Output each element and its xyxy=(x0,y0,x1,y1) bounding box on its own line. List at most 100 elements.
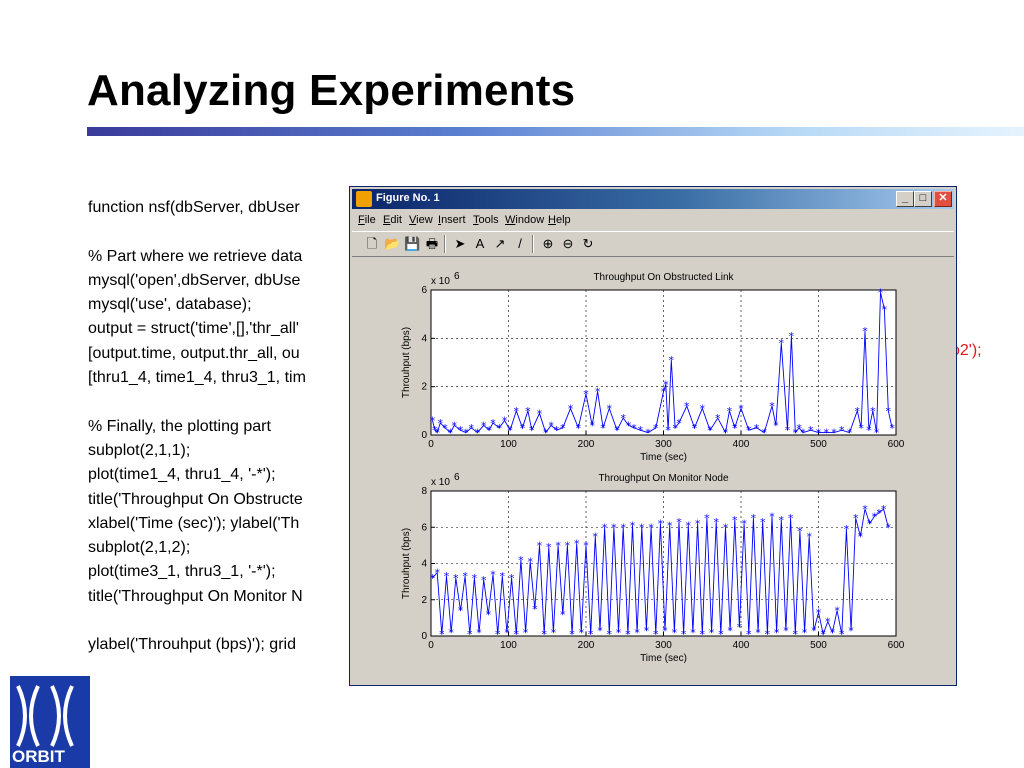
y-tick-label: 2 xyxy=(421,382,427,393)
data-point-marker: * xyxy=(565,539,571,552)
data-point-marker: * xyxy=(525,405,531,418)
data-point-marker: * xyxy=(653,422,659,435)
data-point-marker: * xyxy=(727,625,733,638)
data-point-marker: * xyxy=(490,568,496,581)
insert-line-icon[interactable]: / xyxy=(518,236,522,251)
data-point-marker: * xyxy=(462,570,468,583)
menu-view[interactable]: View xyxy=(409,214,433,226)
save-icon[interactable]: 💾 xyxy=(404,236,421,251)
data-point-marker: * xyxy=(793,628,799,641)
data-point-marker: * xyxy=(755,626,761,639)
data-point-marker: * xyxy=(718,628,724,641)
data-point-marker: * xyxy=(611,521,617,534)
menu-window[interactable]: Window xyxy=(505,214,544,226)
x-tick-label: 100 xyxy=(500,640,517,651)
data-point-marker: * xyxy=(532,603,538,616)
data-point-marker: * xyxy=(430,572,436,585)
rotate-icon[interactable]: ↻ xyxy=(582,236,594,251)
data-point-marker: * xyxy=(448,427,454,440)
figure-titlebar[interactable]: Figure No. 1 _ □ ✕ xyxy=(352,189,954,209)
x-tick-label: 200 xyxy=(578,439,595,450)
zoom-out-icon[interactable]: ⊖ xyxy=(562,236,574,251)
minimize-button[interactable]: _ xyxy=(896,191,914,207)
data-point-marker: * xyxy=(653,628,659,641)
data-point-marker: * xyxy=(800,427,806,440)
matlab-figure-icon xyxy=(356,191,372,207)
data-point-marker: * xyxy=(554,424,560,437)
figure-title: Figure No. 1 xyxy=(376,192,440,204)
title-rule xyxy=(87,127,1024,136)
x-tick-label: 600 xyxy=(888,640,905,651)
data-point-marker: * xyxy=(523,626,529,639)
data-point-marker: * xyxy=(796,422,802,435)
y-tick-label: 0 xyxy=(421,430,427,441)
data-point-marker: * xyxy=(537,539,543,552)
data-point-marker: * xyxy=(867,518,873,531)
data-point-marker: * xyxy=(453,572,459,585)
menu-help[interactable]: Help xyxy=(548,214,571,226)
data-point-marker: * xyxy=(444,570,450,583)
print-icon[interactable]: 🖶 xyxy=(425,236,439,251)
code-line: title('Throughput On Monitor N xyxy=(88,587,303,605)
data-point-marker: * xyxy=(504,626,510,639)
maximize-button[interactable]: □ xyxy=(914,191,932,207)
x-tick-label: 400 xyxy=(733,439,750,450)
data-point-marker: * xyxy=(548,419,554,432)
data-point-marker: * xyxy=(797,525,803,538)
data-point-marker: * xyxy=(858,530,864,543)
data-point-marker: * xyxy=(574,538,580,551)
data-point-marker: * xyxy=(631,422,637,435)
menu-mnemonic: V xyxy=(409,214,417,226)
data-point-marker: * xyxy=(434,427,440,440)
data-point-marker: * xyxy=(692,422,698,435)
data-point-marker: * xyxy=(862,325,868,338)
data-point-marker: * xyxy=(690,626,696,639)
data-point-marker: * xyxy=(639,521,645,534)
menu-insert[interactable]: Insert xyxy=(438,214,466,226)
menu-tools[interactable]: Tools xyxy=(473,214,499,226)
new-figure-icon[interactable]: 🗋 xyxy=(366,236,378,251)
y-tick-label: 4 xyxy=(421,333,427,344)
menu-edit[interactable]: Edit xyxy=(383,214,402,226)
data-point-marker: * xyxy=(855,405,861,418)
data-point-marker: * xyxy=(648,521,654,534)
data-point-marker: * xyxy=(788,512,794,525)
data-point-marker: * xyxy=(751,512,757,525)
menu-file[interactable]: File xyxy=(358,214,376,226)
data-point-marker: * xyxy=(481,419,487,432)
code-line: [thru1_4, time1_4, thru3_1, tim xyxy=(88,369,306,387)
code-line: xlabel('Time (sec)'); ylabel('Th xyxy=(88,514,300,532)
data-point-marker: * xyxy=(588,628,594,641)
code-line: subplot(2,1,2); xyxy=(88,539,191,557)
code-line: % Finally, the plotting part xyxy=(88,417,271,435)
insert-text-icon[interactable]: A xyxy=(475,236,485,251)
data-point-marker: * xyxy=(579,626,585,639)
orbit-logo: ORBIT xyxy=(10,676,90,768)
data-point-marker: * xyxy=(811,625,817,638)
select-arrow-icon[interactable]: ➤ xyxy=(454,236,466,251)
data-point-marker: * xyxy=(607,402,613,415)
data-point-marker: * xyxy=(661,386,667,399)
data-point-marker: * xyxy=(700,628,706,641)
menu-mnemonic: W xyxy=(505,214,516,226)
data-point-marker: * xyxy=(862,503,868,516)
data-point-marker: * xyxy=(620,412,626,425)
data-point-marker: * xyxy=(738,402,744,415)
insert-arrow-icon[interactable]: ↗ xyxy=(494,236,506,251)
menu-label: elp xyxy=(555,214,571,226)
y-tick-label: 4 xyxy=(421,559,427,570)
data-point-marker: * xyxy=(481,574,487,587)
y-tick-label: 6 xyxy=(421,285,427,296)
data-point-marker: * xyxy=(681,628,687,641)
data-point-marker: * xyxy=(769,400,775,413)
code-line: % Part where we retrieve data xyxy=(88,247,303,265)
data-point-marker: * xyxy=(495,628,501,641)
data-point-marker: * xyxy=(541,628,547,641)
close-button[interactable]: ✕ xyxy=(934,191,952,207)
data-point-marker: * xyxy=(662,625,668,638)
zoom-in-icon[interactable]: ⊕ xyxy=(542,236,554,251)
data-point-marker: * xyxy=(737,621,743,634)
data-point-marker: * xyxy=(886,521,892,534)
data-point-marker: * xyxy=(434,567,440,580)
open-icon[interactable]: 📂 xyxy=(384,236,401,251)
